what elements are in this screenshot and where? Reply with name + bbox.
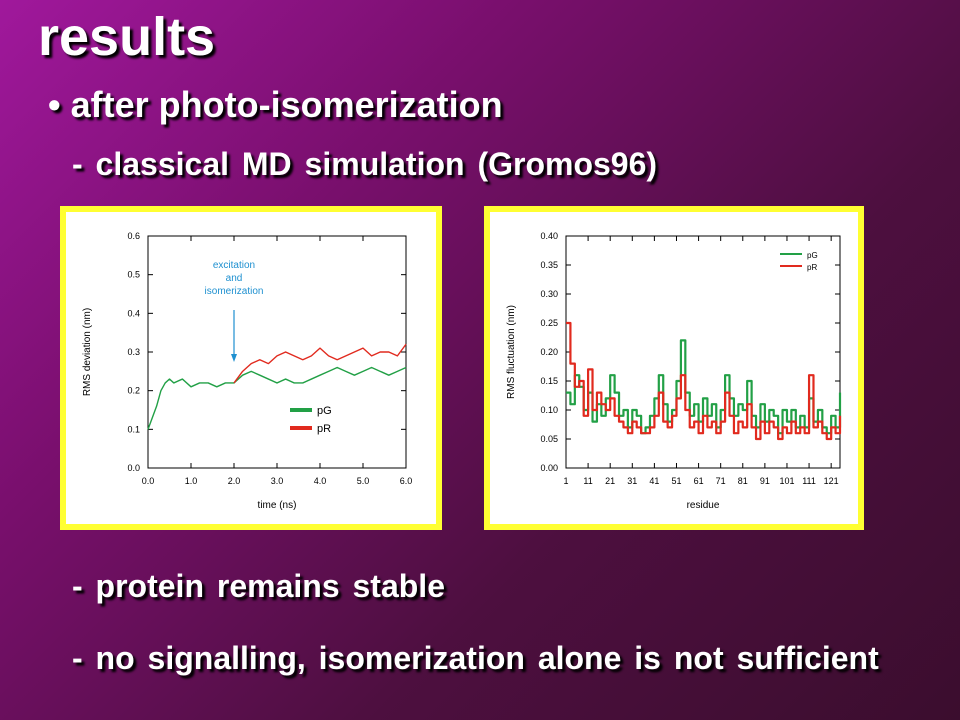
x-tick-label: 41: [649, 476, 659, 486]
rmsf-chart: 0.000.050.100.150.200.250.300.350.401 11 2…: [506, 231, 842, 511]
x-tick-label: 51: [671, 476, 681, 486]
rmsd-chart: 0.0 0.1 0.2 0.3 0.4 0.5 0.6 0.0 1.0 2.0 3.0 4.0 5.0 6…: [82, 231, 413, 511]
y-tick-label: 0.10: [540, 405, 558, 415]
x-tick-label: 121: [824, 476, 839, 486]
x-tick-label: 11: [583, 476, 592, 486]
series-line-pR: [566, 321, 842, 441]
x-tick-label: 101: [779, 476, 794, 486]
bullet-point: • after photo-isomerization: [48, 84, 503, 125]
x-tick-label: 6.0: [400, 476, 413, 486]
x-tick-label: 81: [738, 476, 748, 486]
x-tick-label: 61: [694, 476, 704, 486]
y-tick-label: 0.3: [127, 347, 140, 357]
chart-frame-rmsd: 0.0 0.1 0.2 0.3 0.4 0.5 0.6 0.0 1.0 2.0 3.0 4.0 5.0 6…: [60, 206, 442, 530]
y-tick-label: 0.30: [540, 289, 558, 299]
y-axis-label: RMS deviation (nm): [82, 308, 93, 396]
x-tick-label: 0.0: [142, 476, 155, 486]
x-axis-label: time (ns): [258, 500, 297, 511]
x-tick-label: 91: [760, 476, 770, 486]
y-tick-label: 0.05: [540, 434, 558, 444]
legend-label-pR: pR: [807, 263, 817, 272]
sub-point-md: - classical MD simulation (Gromos96): [72, 146, 658, 182]
y-tick-label: 0.40: [540, 231, 558, 241]
x-tick-label: 21: [605, 476, 615, 486]
y-tick-label: 0.4: [127, 308, 140, 318]
series-line-pG: [566, 339, 842, 435]
x-tick-label: 3.0: [271, 476, 284, 486]
y-tick-label: 0.00: [540, 463, 558, 473]
x-tick-label: 1.0: [185, 476, 198, 486]
y-tick-label: 0.1: [127, 424, 140, 434]
sub-point-stable: - protein remains stable: [72, 568, 445, 604]
x-tick-label: 71: [716, 476, 726, 486]
y-tick-label: 0.2: [127, 386, 140, 396]
series-line-pR: [233, 343, 407, 384]
annotation-arrow-head: [231, 354, 237, 362]
series-line-pG: [147, 366, 407, 430]
x-tick-label: 4.0: [314, 476, 327, 486]
x-axis-label: residue: [687, 500, 720, 511]
legend-label-pG: pG: [317, 405, 332, 417]
y-tick-label: 0.6: [127, 231, 140, 241]
legend-label-pG: pG: [807, 251, 818, 260]
sub-point-signalling: - no signalling, isomerization alone is …: [72, 640, 879, 676]
x-tick-label: 1: [563, 476, 568, 486]
y-tick-label: 0.35: [540, 260, 558, 270]
slide-title: results: [38, 7, 216, 67]
y-tick-label: 0.15: [540, 376, 558, 386]
y-tick-label: 0.5: [127, 270, 140, 280]
annotation-text: excitation: [213, 260, 255, 271]
x-tick-label: 2.0: [228, 476, 241, 486]
chart-frame-rmsf: 0.00 0.05 0.10 0.15 0.20 0.25 0.30 0.35 0.40 1 11 2…: [484, 206, 864, 530]
x-tick-label: 5.0: [357, 476, 370, 486]
y-axis-label: RMS fluctuation (nm): [506, 305, 517, 399]
x-tick-label: 111: [802, 476, 816, 486]
y-tick-label: 0.25: [540, 318, 558, 328]
x-tick-label: 31: [627, 476, 637, 486]
annotation-text: isomerization: [205, 286, 264, 297]
y-tick-label: 0.20: [540, 347, 558, 357]
y-tick-label: 0.0: [127, 463, 140, 473]
annotation-text: and: [226, 273, 243, 284]
legend-label-pR: pR: [317, 423, 331, 435]
